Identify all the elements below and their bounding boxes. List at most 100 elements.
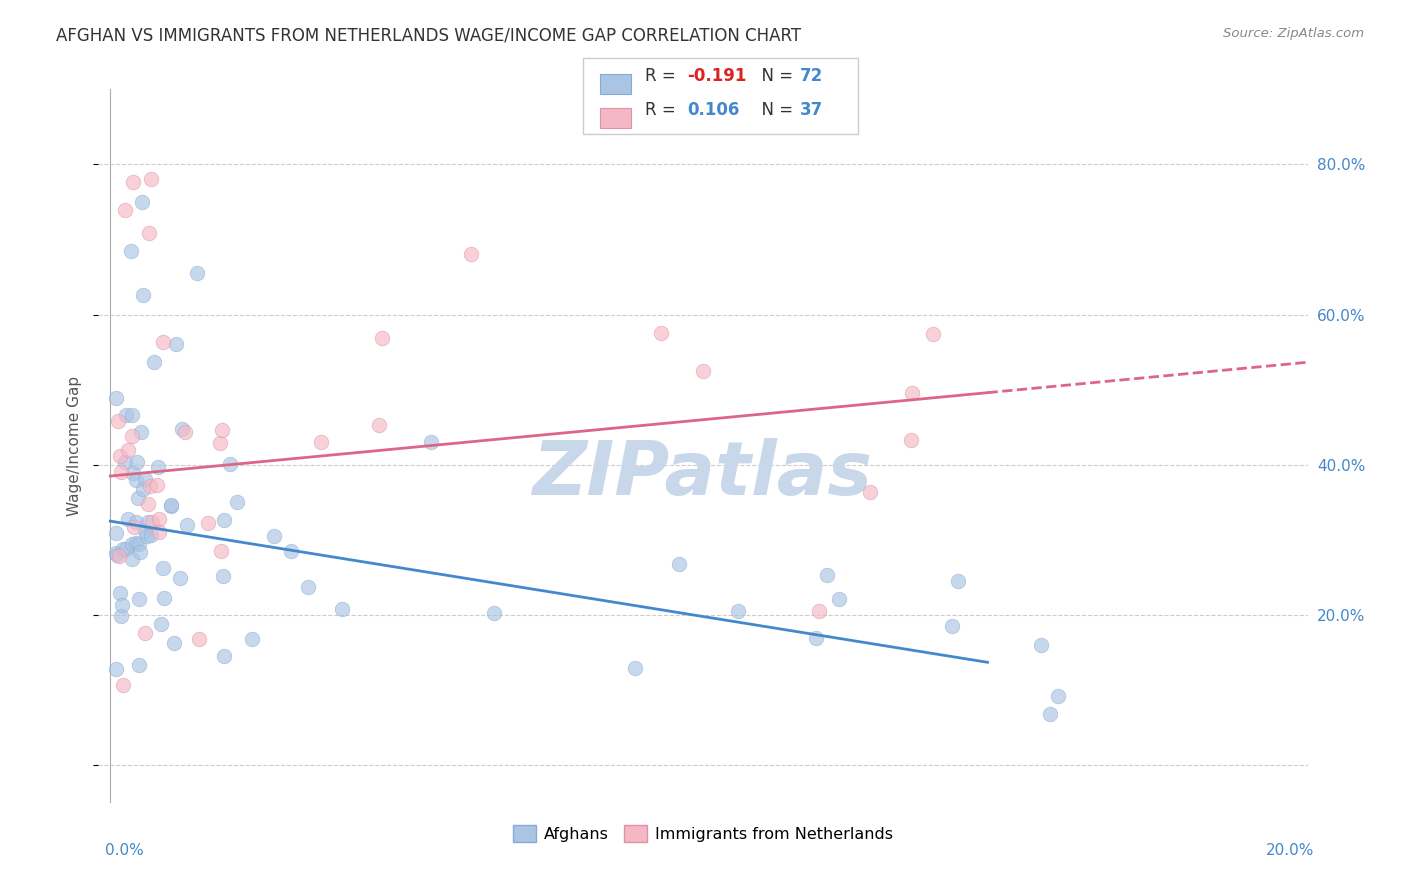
Afghans xyxy=(128,591,150,606)
Afghans xyxy=(242,632,264,647)
Text: R =: R = xyxy=(645,67,682,85)
Legend: Afghans, Immigrants from Netherlands: Afghans, Immigrants from Netherlands xyxy=(506,819,900,848)
Afghans xyxy=(131,194,153,209)
Afghans xyxy=(727,603,749,617)
Afghans xyxy=(105,546,128,560)
Afghans xyxy=(129,545,152,559)
Afghans xyxy=(132,288,155,302)
Afghans xyxy=(484,606,506,620)
Immigrants from Netherlands xyxy=(650,326,672,340)
Immigrants from Netherlands xyxy=(900,433,922,447)
Text: 20.0%: 20.0% xyxy=(1267,843,1315,858)
Immigrants from Netherlands xyxy=(122,519,145,533)
Afghans xyxy=(419,435,441,450)
Afghans xyxy=(212,513,235,527)
Afghans xyxy=(105,526,128,541)
Afghans xyxy=(163,636,186,650)
Text: 72: 72 xyxy=(800,67,824,85)
Afghans xyxy=(623,661,645,675)
Afghans xyxy=(815,568,838,582)
Afghans xyxy=(122,466,145,480)
Immigrants from Netherlands xyxy=(134,626,156,640)
Afghans xyxy=(160,498,183,512)
Immigrants from Netherlands xyxy=(138,226,160,240)
Immigrants from Netherlands xyxy=(209,544,232,558)
Afghans xyxy=(186,266,208,280)
Immigrants from Netherlands xyxy=(187,632,209,647)
Afghans xyxy=(330,601,353,615)
Text: N =: N = xyxy=(751,101,799,119)
Immigrants from Netherlands xyxy=(460,247,482,261)
Immigrants from Netherlands xyxy=(148,512,170,526)
Immigrants from Netherlands xyxy=(922,327,945,342)
Text: 0.106: 0.106 xyxy=(688,101,740,119)
Immigrants from Netherlands xyxy=(368,417,391,432)
Afghans xyxy=(124,536,146,550)
Afghans xyxy=(1039,707,1062,722)
Afghans xyxy=(120,244,142,259)
Immigrants from Netherlands xyxy=(136,497,159,511)
Immigrants from Netherlands xyxy=(107,414,129,428)
Afghans xyxy=(117,512,139,526)
Afghans xyxy=(1047,690,1070,704)
Afghans xyxy=(176,517,198,532)
Afghans xyxy=(136,529,159,543)
Immigrants from Netherlands xyxy=(108,449,131,463)
Afghans xyxy=(121,537,143,551)
Immigrants from Netherlands xyxy=(859,485,882,500)
Text: Source: ZipAtlas.com: Source: ZipAtlas.com xyxy=(1223,27,1364,40)
Afghans xyxy=(212,648,235,663)
Afghans xyxy=(827,591,849,606)
Immigrants from Netherlands xyxy=(901,386,924,401)
Afghans xyxy=(142,355,165,369)
Text: AFGHAN VS IMMIGRANTS FROM NETHERLANDS WAGE/INCOME GAP CORRELATION CHART: AFGHAN VS IMMIGRANTS FROM NETHERLANDS WA… xyxy=(56,27,801,45)
Afghans xyxy=(110,609,132,624)
Afghans xyxy=(121,552,143,566)
Immigrants from Netherlands xyxy=(139,172,162,186)
Immigrants from Netherlands xyxy=(208,436,231,450)
Afghans xyxy=(169,571,191,585)
Immigrants from Netherlands xyxy=(174,425,197,440)
Text: ZIPatlas: ZIPatlas xyxy=(533,438,873,511)
Text: 0.0%: 0.0% xyxy=(105,843,145,858)
Afghans xyxy=(128,657,150,672)
Afghans xyxy=(139,528,162,542)
Immigrants from Netherlands xyxy=(114,202,136,217)
Afghans xyxy=(121,409,143,423)
Immigrants from Netherlands xyxy=(107,549,129,564)
Afghans xyxy=(668,557,690,571)
Afghans xyxy=(125,455,148,469)
Text: R =: R = xyxy=(645,101,682,119)
Text: 37: 37 xyxy=(800,101,824,119)
Immigrants from Netherlands xyxy=(112,678,135,692)
Afghans xyxy=(105,548,128,562)
Afghans xyxy=(297,580,319,594)
Afghans xyxy=(170,422,193,436)
Afghans xyxy=(111,542,134,557)
Afghans xyxy=(105,391,128,405)
Afghans xyxy=(134,524,156,538)
Afghans xyxy=(108,586,131,600)
Afghans xyxy=(114,408,136,422)
Afghans xyxy=(129,425,152,439)
Afghans xyxy=(134,472,156,486)
Afghans xyxy=(146,459,169,474)
Afghans xyxy=(114,455,136,469)
Afghans xyxy=(111,599,134,613)
Immigrants from Netherlands xyxy=(121,429,143,443)
Afghans xyxy=(165,337,187,351)
Afghans xyxy=(105,662,128,676)
Afghans xyxy=(115,541,138,556)
Immigrants from Netherlands xyxy=(117,442,139,457)
Afghans xyxy=(127,491,149,505)
Immigrants from Netherlands xyxy=(122,175,145,189)
Immigrants from Netherlands xyxy=(309,434,332,449)
Afghans xyxy=(219,457,242,471)
Afghans xyxy=(946,574,969,589)
Immigrants from Netherlands xyxy=(148,524,170,539)
Immigrants from Netherlands xyxy=(152,334,174,349)
Afghans xyxy=(211,569,233,583)
Afghans xyxy=(263,529,285,543)
Afghans xyxy=(128,537,150,551)
Immigrants from Netherlands xyxy=(371,331,394,345)
